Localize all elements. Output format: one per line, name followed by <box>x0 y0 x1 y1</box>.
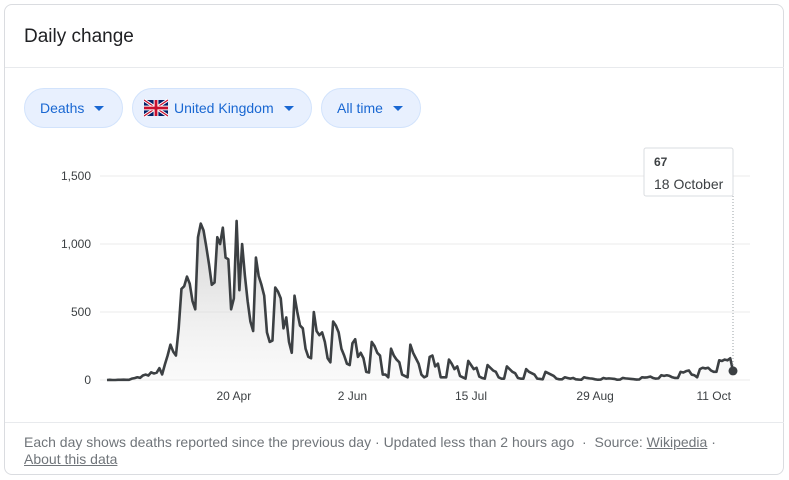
x-tick-label: 11 Oct <box>696 389 731 403</box>
x-tick-label: 20 Apr <box>217 389 252 403</box>
card-title: Daily change <box>24 26 134 47</box>
chip-label: United Kingdom <box>174 100 274 116</box>
range-chip[interactable]: All time <box>321 88 421 128</box>
x-tick-label: 29 Aug <box>576 389 613 403</box>
area <box>107 220 733 380</box>
y-tick-label: 500 <box>71 305 91 319</box>
y-tick-label: 1,500 <box>61 169 91 183</box>
card <box>4 4 784 475</box>
line <box>106 219 735 382</box>
separator: · <box>582 434 587 450</box>
hover-point <box>728 366 738 376</box>
tooltip-value: 67 <box>654 155 668 169</box>
caret <box>94 105 105 111</box>
divider <box>5 422 784 423</box>
flag <box>144 98 168 118</box>
footer-updated: Updated less than 2 hours ago <box>383 434 575 450</box>
y-tick-label: 1,000 <box>61 237 91 251</box>
separator: · <box>375 434 380 450</box>
divider <box>5 67 784 68</box>
chip-label: All time <box>337 100 383 116</box>
metric-chip[interactable]: Deaths <box>24 88 123 128</box>
tooltip: 67 18 October <box>643 147 734 197</box>
footer: Each day shows deaths reported since the… <box>24 434 764 468</box>
tooltip-date: 18 October <box>654 176 724 192</box>
tooltip-box <box>643 147 734 197</box>
source-link[interactable]: Wikipedia <box>646 434 708 450</box>
y-tick-label: 0 <box>84 373 91 387</box>
x-tick-label: 2 Jun <box>338 389 367 403</box>
separator: · <box>711 434 716 450</box>
chip-label: Deaths <box>40 100 85 116</box>
caret <box>283 105 294 111</box>
chart: 0 500 1,000 1,500 20 Apr 2 Jun 15 Jul 29 Aug 11 … <box>61 147 750 403</box>
footer-note: Each day shows deaths reported since the… <box>24 434 372 450</box>
source-label: Source: <box>594 434 643 450</box>
region-chip[interactable]: United Kingdom <box>132 88 312 128</box>
x-tick-label: 15 Jul <box>455 389 487 403</box>
caret <box>392 105 403 111</box>
about-link[interactable]: About this data <box>24 451 118 467</box>
